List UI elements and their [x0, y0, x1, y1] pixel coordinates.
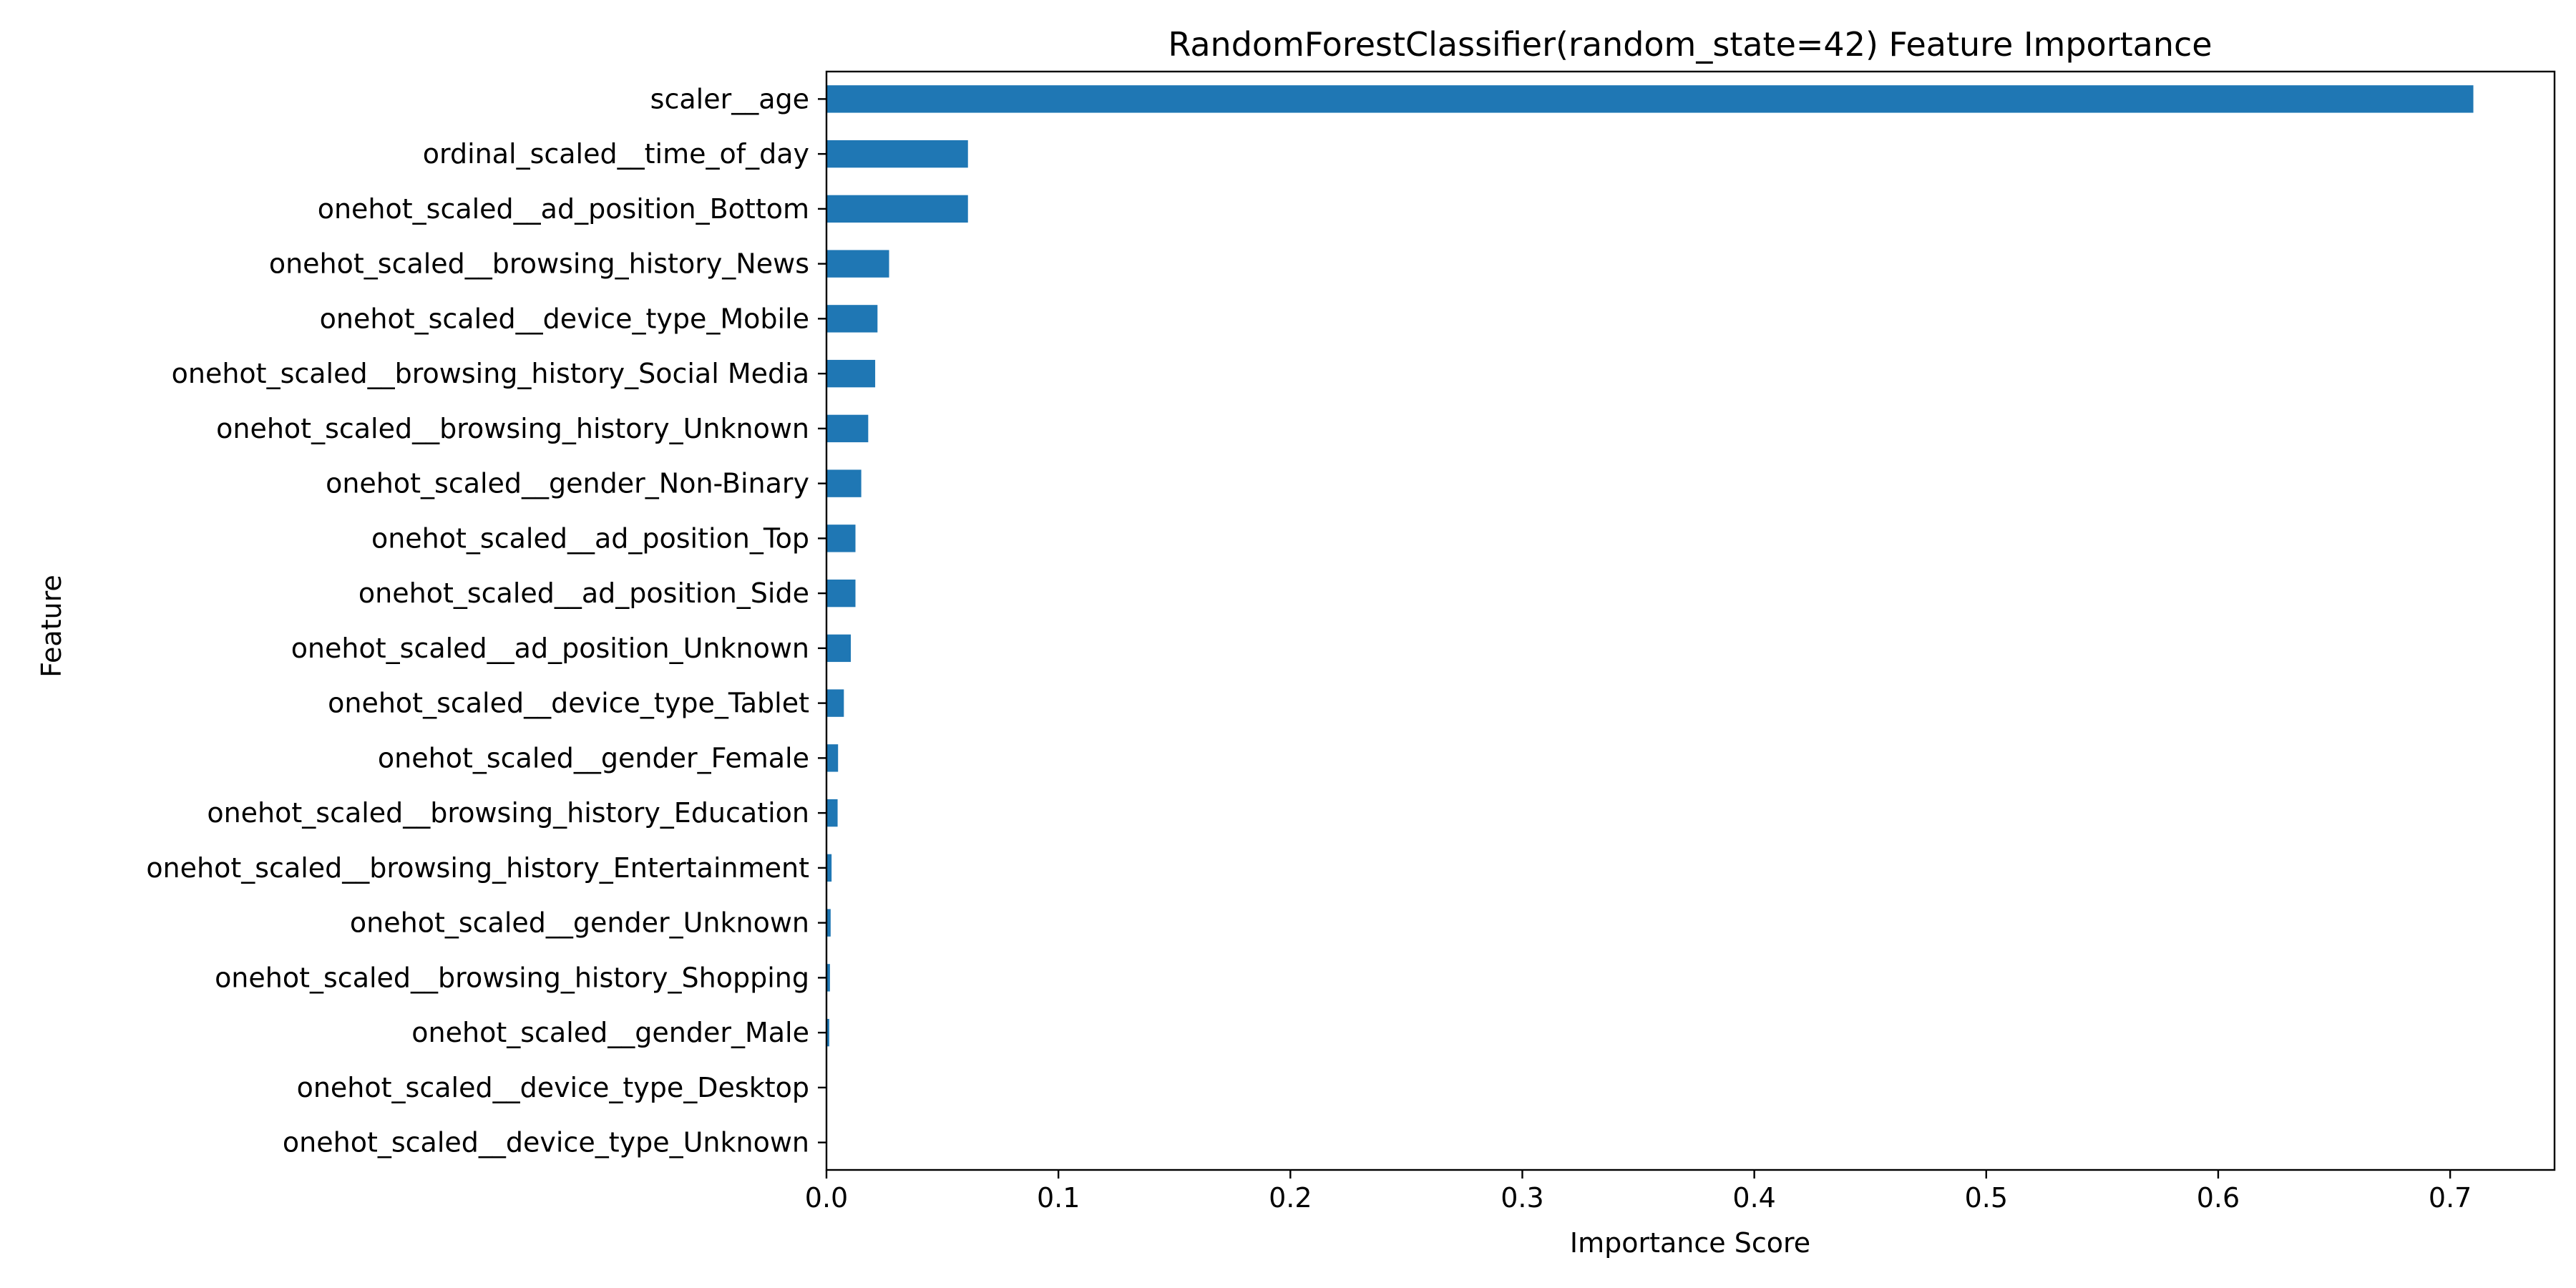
bar-4 — [826, 305, 878, 333]
y-tick-label-4: onehot_scaled__device_type_Mobile — [320, 303, 809, 334]
y-tick-label-18: onehot_scaled__device_type_Desktop — [297, 1072, 809, 1103]
y-tick-label-16: onehot_scaled__browsing_history_Shopping — [215, 962, 809, 993]
y-tick-label-5: onehot_scaled__browsing_history_Social M… — [172, 358, 809, 389]
x-axis-label: Importance Score — [1570, 1227, 1810, 1259]
x-tick-label-5: 0.5 — [1965, 1182, 2008, 1214]
bar-11 — [826, 689, 844, 717]
chart-title: RandomForestClassifier(random_state=42) … — [1168, 25, 2212, 64]
y-tick-label-6: onehot_scaled__browsing_history_Unknown — [216, 413, 809, 444]
y-tick-label-10: onehot_scaled__ad_position_Unknown — [291, 633, 809, 664]
y-tick-label-1: ordinal_scaled__time_of_day — [423, 138, 809, 170]
bar-6 — [826, 414, 869, 443]
bar-15 — [826, 909, 831, 937]
bar-10 — [826, 634, 852, 663]
x-tick-label-4: 0.4 — [1732, 1182, 1775, 1214]
y-tick-label-8: onehot_scaled__ad_position_Top — [371, 522, 809, 554]
bar-16 — [826, 964, 830, 992]
y-tick-label-15: onehot_scaled__gender_Unknown — [350, 907, 809, 939]
bar-12 — [826, 744, 839, 772]
y-tick-label-19: onehot_scaled__device_type_Unknown — [283, 1127, 809, 1158]
x-tick-label-6: 0.6 — [2197, 1182, 2240, 1214]
y-tick-label-7: onehot_scaled__gender_Non-Binary — [326, 468, 809, 499]
bar-5 — [826, 359, 876, 388]
bar-0 — [826, 85, 2474, 113]
y-tick-label-12: onehot_scaled__gender_Female — [378, 742, 809, 774]
bar-7 — [826, 469, 862, 497]
y-tick-label-11: onehot_scaled__device_type_Tablet — [328, 688, 809, 719]
bar-17 — [826, 1018, 829, 1047]
axes-frame — [825, 70, 2556, 1171]
y-axis-label: Feature — [36, 575, 67, 678]
y-tick-label-13: onehot_scaled__browsing_history_Educatio… — [207, 797, 809, 829]
bar-13 — [826, 799, 838, 827]
y-tick-layer: scaler__age ordinal_scaled__time_of_dayon… — [146, 83, 826, 1158]
bar-9 — [826, 579, 856, 608]
x-tick-label-3: 0.3 — [1501, 1182, 1543, 1214]
y-tick-label-2: onehot_scaled__ad_position_Bottom — [318, 193, 809, 225]
bar-1 — [826, 140, 968, 168]
x-tick-layer: 0.0 0.1 0.2 0.3 0.4 0.5 0.6 0.7 — [805, 1170, 2472, 1214]
y-tick-label-0: scaler__age — [650, 83, 809, 114]
x-tick-label-0: 0.0 — [805, 1182, 848, 1214]
bar-8 — [826, 525, 856, 552]
x-tick-label-1: 0.1 — [1037, 1182, 1080, 1214]
bars-layer — [826, 85, 2474, 1156]
bar-2 — [826, 195, 968, 223]
y-tick-label-17: onehot_scaled__gender_Male — [411, 1017, 809, 1048]
y-tick-label-9: onehot_scaled__ad_position_Side — [358, 577, 809, 609]
plot-border — [825, 70, 2556, 1171]
x-tick-label-2: 0.2 — [1269, 1182, 1312, 1214]
bar-14 — [826, 854, 832, 882]
x-tick-label-7: 0.7 — [2429, 1182, 2472, 1214]
bar-3 — [826, 250, 889, 278]
y-tick-label-14: onehot_scaled__browsing_history_Entertai… — [146, 852, 809, 884]
y-tick-label-3: onehot_scaled__browsing_history_News — [269, 248, 809, 280]
